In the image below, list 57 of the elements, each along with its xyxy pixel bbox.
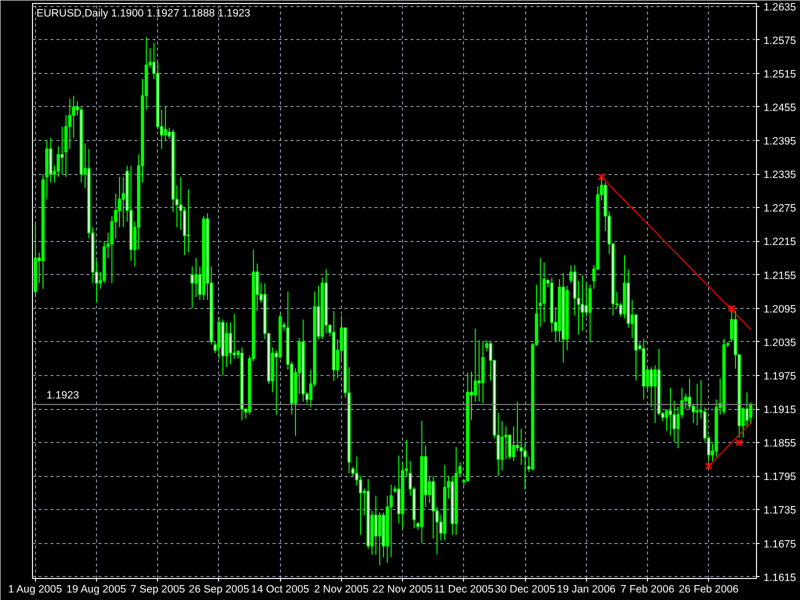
candlestick bbox=[477, 340, 481, 402]
x-tick-label: 19 Aug 2005 bbox=[66, 584, 126, 596]
candlestick bbox=[653, 364, 657, 424]
candlestick bbox=[190, 266, 194, 309]
candlestick bbox=[588, 284, 592, 342]
y-tick-label: 1.1615 bbox=[764, 572, 796, 584]
x-tick-label: 22 Nov 2005 bbox=[372, 584, 433, 596]
y-tick-label: 1.2635 bbox=[764, 1, 796, 14]
y-tick-label: 1.2575 bbox=[764, 34, 796, 47]
y-tick-label: 1.1735 bbox=[764, 504, 796, 517]
candlestick bbox=[696, 383, 699, 426]
candlestick bbox=[500, 420, 504, 472]
x-tick-label: 7 Sep 2005 bbox=[130, 584, 186, 596]
candlestick bbox=[228, 322, 232, 365]
x-tick-label: 14 Oct 2005 bbox=[251, 584, 310, 596]
y-tick-label: 1.1915 bbox=[764, 404, 796, 416]
ref-line-label: 1.1923 bbox=[46, 390, 80, 402]
candlestick bbox=[374, 495, 378, 555]
candlestick bbox=[745, 392, 749, 426]
candlestick bbox=[650, 366, 653, 408]
candlestick bbox=[523, 442, 527, 490]
candlestick bbox=[225, 322, 228, 368]
y-tick-label: 1.1795 bbox=[764, 471, 796, 484]
y-tick-label: 1.2155 bbox=[764, 270, 796, 282]
y-tick-label: 1.1675 bbox=[764, 538, 796, 550]
candlestick bbox=[164, 106, 168, 142]
x-tick-label: 30 Dec 2005 bbox=[494, 584, 556, 596]
y-tick-label: 1.2095 bbox=[764, 303, 796, 316]
candlestick bbox=[512, 426, 516, 462]
y-tick-label: 1.2455 bbox=[764, 102, 796, 114]
y-tick-label: 1.1975 bbox=[764, 370, 796, 382]
y-tick-label: 1.2395 bbox=[764, 136, 796, 148]
y-tick-label: 1.2275 bbox=[764, 202, 796, 215]
x-tick-label: 2 Nov 2005 bbox=[314, 584, 369, 596]
candlestick bbox=[378, 512, 382, 566]
x-tick-label: 19 Jan 2006 bbox=[556, 584, 616, 596]
candlestick bbox=[194, 258, 198, 298]
candlestick bbox=[580, 274, 584, 332]
candlestick bbox=[358, 476, 362, 536]
y-tick-label: 1.2515 bbox=[764, 68, 796, 80]
x-tick-label: 1 Aug 2005 bbox=[8, 584, 62, 596]
y-tick-label: 1.2035 bbox=[764, 336, 796, 349]
x-tick-label: 26 Feb 2006 bbox=[678, 584, 739, 596]
point bbox=[728, 304, 736, 312]
candlestick bbox=[664, 408, 668, 432]
candlestick bbox=[584, 282, 588, 318]
x-tick-label: 7 Feb 2006 bbox=[620, 584, 674, 596]
candlestick bbox=[118, 176, 122, 228]
candlestick bbox=[186, 188, 190, 253]
x-tick-label: 11 Dec 2005 bbox=[434, 584, 494, 596]
chart-title: EURUSD,Daily 1.1900 1.1927 1.1888 1.1923 bbox=[36, 8, 250, 20]
y-tick-label: 1.2215 bbox=[764, 236, 796, 248]
x-tick-label: 26 Sep 2005 bbox=[188, 584, 250, 596]
point bbox=[735, 438, 744, 446]
y-tick-label: 1.2335 bbox=[764, 169, 796, 182]
y-tick-label: 1.1855 bbox=[764, 438, 796, 450]
candlestick bbox=[504, 426, 508, 460]
